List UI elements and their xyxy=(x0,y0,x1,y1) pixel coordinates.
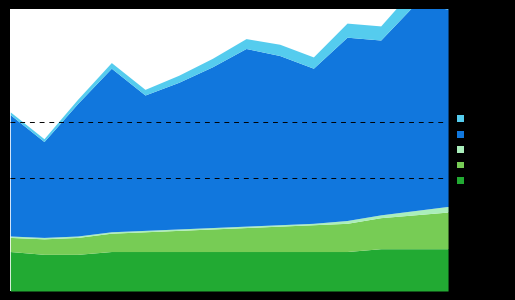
Legend: , , , , : , , , , xyxy=(457,114,465,186)
